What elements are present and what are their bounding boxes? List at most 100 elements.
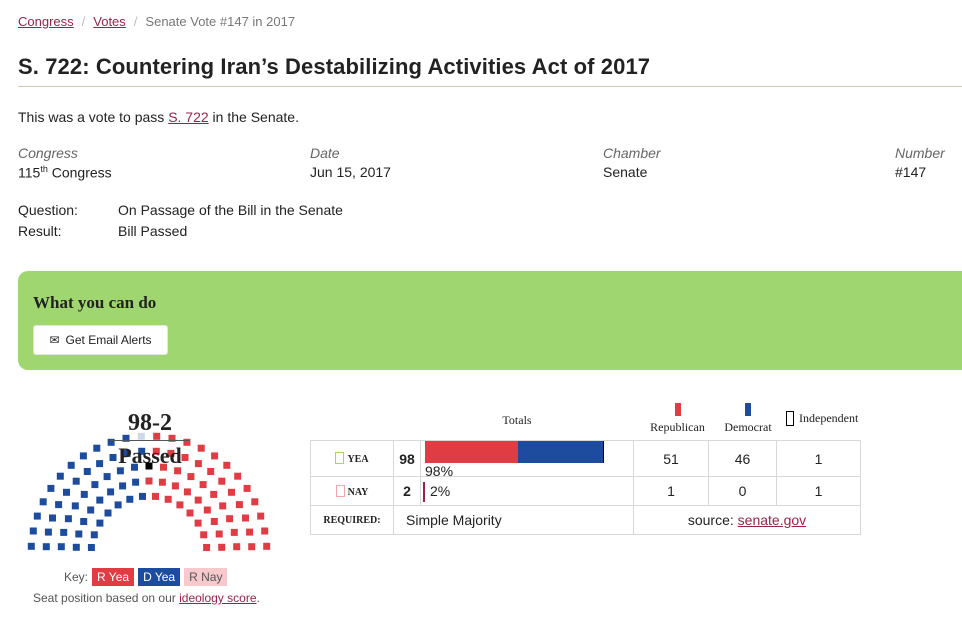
seat <box>107 438 115 446</box>
breadcrumb-separator: / <box>133 14 138 29</box>
seat <box>248 543 256 551</box>
seat <box>96 496 104 504</box>
seat <box>72 543 80 551</box>
seat <box>57 543 65 551</box>
seat <box>42 543 50 551</box>
nay-pct: 2% <box>430 483 451 499</box>
nay-democrat: 0 <box>708 476 777 506</box>
seat <box>164 495 172 503</box>
envelope-icon: ✉ <box>49 333 60 347</box>
result-label: Result: <box>18 223 62 239</box>
seat-key: Key: R Yea D Yea R Nay <box>64 568 228 586</box>
nay-count: 2 <box>393 476 421 506</box>
seat <box>223 461 231 469</box>
yea-row: YEA 98 98% 51 46 1 <box>310 440 861 479</box>
independent-header: Independent <box>786 411 866 426</box>
seat <box>211 452 219 460</box>
seat <box>72 477 80 485</box>
seat <box>228 488 235 496</box>
bill-link[interactable]: S. 722 <box>168 109 209 125</box>
seat <box>242 514 249 522</box>
seat <box>126 495 134 503</box>
meta-date: Date Jun 15, 2017 <box>310 145 391 180</box>
seat <box>90 531 98 539</box>
seat <box>137 432 145 440</box>
seat <box>47 484 55 492</box>
meta-chamber: Chamber Senate <box>603 145 661 180</box>
seat <box>60 528 68 536</box>
required-row: REQUIRED: Simple Majority source: senate… <box>310 505 861 535</box>
tally-divider <box>110 440 190 441</box>
nay-row: NAY 2 2% 1 0 1 <box>310 476 861 506</box>
question-row: Question: On Passage of the Bill in the S… <box>18 202 343 218</box>
intro-after: in the Senate. <box>208 109 299 125</box>
seat <box>226 515 234 523</box>
totals-header: Totals <box>502 413 532 427</box>
senate-gov-link[interactable]: senate.gov <box>737 512 807 528</box>
seat <box>87 506 95 514</box>
breadcrumb-congress-link[interactable]: Congress <box>18 14 74 29</box>
intro-before: This was a vote to pass <box>18 109 169 125</box>
key-r-yea: R Yea <box>92 568 135 586</box>
seat <box>261 527 269 535</box>
nay-label: NAY <box>310 476 394 506</box>
seat <box>83 468 91 475</box>
seat <box>243 484 251 492</box>
seat <box>210 490 218 498</box>
seat <box>64 515 72 523</box>
seat <box>246 528 254 536</box>
seat <box>71 502 79 510</box>
seat <box>132 478 140 486</box>
yea-bar-independent <box>602 441 605 463</box>
yea-democrat: 46 <box>708 440 777 477</box>
meta-date-label: Date <box>310 145 340 161</box>
seat <box>153 432 161 440</box>
seat <box>104 509 112 517</box>
ideology-score-link[interactable]: ideology score <box>179 591 257 605</box>
yea-label: YEA <box>310 440 394 477</box>
breadcrumb-votes-link[interactable]: Votes <box>93 14 126 29</box>
seat <box>194 496 202 504</box>
seat <box>181 454 189 461</box>
meta-number-value: #147 <box>895 164 927 180</box>
meta-number-label: Number <box>895 145 945 161</box>
seat <box>122 434 130 442</box>
seat <box>103 473 111 481</box>
required-value: Simple Majority <box>393 505 634 535</box>
seat <box>152 447 160 455</box>
seat <box>160 463 167 471</box>
seat <box>263 542 271 550</box>
seat <box>116 467 124 475</box>
seat <box>96 460 104 468</box>
email-alerts-label: Get Email Alerts <box>65 333 152 347</box>
seat <box>187 473 195 481</box>
title-divider <box>18 86 962 87</box>
yea-bar-republican <box>425 441 519 463</box>
seat <box>183 438 191 446</box>
vote-table: YEA 98 98% 51 46 1 NAY 2 2% 1 0 1 REQUIR… <box>310 440 861 535</box>
seat <box>96 519 104 527</box>
yea-bar-cell: 98% <box>420 440 634 479</box>
what-you-can-do-panel: What you can do ✉ Get Email Alerts <box>18 271 962 370</box>
seat <box>197 444 205 452</box>
vote-status: Passed <box>118 443 182 468</box>
seat <box>139 492 146 500</box>
seat <box>168 434 176 442</box>
seat <box>158 478 166 486</box>
seat <box>218 543 226 551</box>
nay-republican: 1 <box>633 476 709 506</box>
seat <box>230 528 238 536</box>
meta-congress: Congress 115th Congress <box>18 145 112 181</box>
independent-swatch <box>786 411 794 426</box>
seat <box>109 454 117 461</box>
seat <box>39 498 47 506</box>
get-email-alerts-button[interactable]: ✉ Get Email Alerts <box>33 325 168 355</box>
seat <box>210 518 218 525</box>
seat <box>114 501 122 509</box>
seat <box>138 447 146 455</box>
democrat-header: Democrat <box>713 403 783 435</box>
seat <box>183 488 191 496</box>
seat <box>107 488 115 496</box>
seat <box>219 502 227 510</box>
seat-chart <box>27 432 271 551</box>
